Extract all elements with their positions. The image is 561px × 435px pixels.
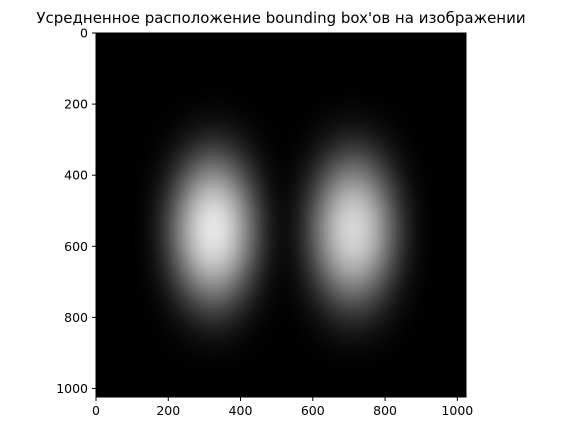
heatmap-blob-1 (174, 163, 253, 298)
y-tick-label: 200 (64, 97, 88, 112)
y-tick-label: 0 (80, 26, 88, 41)
heatmap-plot-area (96, 33, 466, 397)
x-tick-label: 1000 (441, 403, 473, 418)
y-tick-label: 800 (64, 310, 88, 325)
y-tick-label: 600 (64, 239, 88, 254)
y-tick-label: 400 (64, 168, 88, 183)
plot-frame (95, 32, 467, 398)
heatmap-background (96, 33, 466, 397)
heatmap-blob-2 (314, 163, 393, 298)
chart-title: Усредненное расположение bounding box'ов… (36, 9, 525, 27)
x-tick-label: 0 (92, 403, 100, 418)
x-tick-label: 200 (156, 403, 180, 418)
x-tick-label: 400 (229, 403, 253, 418)
x-axis: 0 200 400 600 800 1000 (92, 397, 473, 418)
x-tick-label: 800 (373, 403, 397, 418)
y-axis: 0 200 400 600 800 1000 (56, 26, 96, 396)
y-tick-label: 1000 (56, 381, 88, 396)
x-tick-label: 600 (301, 403, 325, 418)
